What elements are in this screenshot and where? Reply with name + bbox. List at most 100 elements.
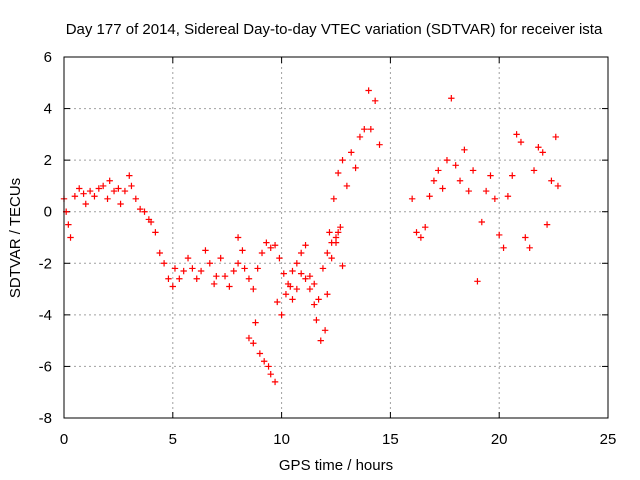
data-point-s3-8 xyxy=(280,270,287,277)
data-point-s5-5 xyxy=(430,177,438,184)
data-point-s5-6 xyxy=(435,167,442,174)
data-point-s1-7 xyxy=(82,200,89,208)
data-point-s3-15 xyxy=(311,280,318,288)
x-tick-label-3: 15 xyxy=(382,431,399,448)
data-point-s1-10 xyxy=(95,185,103,192)
data-point-s1-13 xyxy=(106,177,113,184)
data-point-s2-11 xyxy=(274,298,281,306)
data-point-s5-11 xyxy=(456,177,464,184)
data-point-s1-5 xyxy=(76,185,83,192)
data-point-s1-11 xyxy=(99,182,107,190)
y-tick-label-6: 4 xyxy=(44,101,52,118)
data-point-s3-5 xyxy=(267,244,274,252)
data-point-s2-25 xyxy=(328,254,335,262)
data-point-s1-42 xyxy=(221,272,229,280)
data-point-s1-33 xyxy=(184,254,192,262)
data-point-s1-31 xyxy=(176,275,183,282)
data-point-s3-13 xyxy=(302,242,309,249)
plot-frame xyxy=(63,56,609,419)
data-point-s3-3 xyxy=(258,249,266,257)
data-point-s2-17 xyxy=(297,270,305,277)
data-point-s5-4 xyxy=(426,193,433,200)
data-point-s1-18 xyxy=(126,172,133,179)
data-point-s2-22 xyxy=(317,337,324,344)
data-point-s5-16 xyxy=(478,218,485,226)
data-point-s5-18 xyxy=(487,172,494,179)
data-point-s1-20 xyxy=(132,195,140,203)
data-point-s1-3 xyxy=(67,234,74,241)
y-axis-title: SDTVAR / TECUs xyxy=(7,178,24,298)
data-point-s2-20 xyxy=(311,301,318,308)
data-point-s1-35 xyxy=(193,275,200,282)
data-point-s2-0 xyxy=(234,234,242,241)
data-point-s2-15 xyxy=(289,296,296,303)
data-point-s1-17 xyxy=(121,187,129,195)
data-point-s2-21 xyxy=(313,316,320,324)
data-point-s5-17 xyxy=(482,187,490,195)
data-point-s5-2 xyxy=(417,234,425,241)
data-point-s3-7 xyxy=(276,254,283,262)
data-point-s5-30 xyxy=(539,149,546,156)
data-point-s1-37 xyxy=(202,247,209,254)
x-tick-label-0: 0 xyxy=(60,431,68,448)
data-point-s2-13 xyxy=(282,291,290,298)
data-point-s5-28 xyxy=(530,167,538,174)
data-point-s4-6 xyxy=(352,164,359,172)
data-point-s2-5 xyxy=(252,319,259,326)
x-axis-title: GPS time / hours xyxy=(279,457,393,474)
data-point-s2-9 xyxy=(267,370,274,378)
data-point-s5-32 xyxy=(548,177,555,184)
data-point-s1-22 xyxy=(141,208,148,215)
x-tick-label-5: 25 xyxy=(600,431,617,448)
data-point-s3-1 xyxy=(250,285,257,293)
data-point-s1-43 xyxy=(226,283,233,290)
data-point-s2-19 xyxy=(306,285,314,293)
data-point-s3-17 xyxy=(319,265,327,272)
data-point-s3-21 xyxy=(337,223,344,231)
data-point-s2-7 xyxy=(260,358,268,365)
data-point-s4-12 xyxy=(376,141,383,148)
data-point-s1-34 xyxy=(189,265,196,272)
data-point-s5-15 xyxy=(474,278,481,285)
data-point-s2-27 xyxy=(334,229,342,236)
data-point-s3-9 xyxy=(284,280,292,288)
data-point-s5-33 xyxy=(552,133,559,141)
data-point-s3-18 xyxy=(324,249,331,257)
data-point-s4-3 xyxy=(339,156,346,164)
data-point-s3-16 xyxy=(315,296,322,303)
data-point-s1-40 xyxy=(213,272,220,280)
data-point-s5-21 xyxy=(500,244,507,252)
data-point-s5-20 xyxy=(496,231,503,239)
data-point-s4-8 xyxy=(361,126,368,133)
data-point-s3-11 xyxy=(293,260,301,267)
x-tick-label-4: 20 xyxy=(491,431,508,448)
data-point-s4-4 xyxy=(343,182,351,190)
data-point-s4-5 xyxy=(348,149,355,156)
data-point-s1-19 xyxy=(128,182,135,190)
data-point-s1-8 xyxy=(86,187,94,195)
data-point-s1-2 xyxy=(65,221,72,228)
data-point-s4-2 xyxy=(334,169,342,177)
data-point-s2-2 xyxy=(241,265,248,272)
data-point-s2-12 xyxy=(278,311,285,319)
y-tick-label-0: -8 xyxy=(39,410,52,427)
data-point-s4-10 xyxy=(367,126,375,133)
data-point-s1-27 xyxy=(160,260,168,267)
data-point-s5-10 xyxy=(452,162,459,169)
data-point-s1-12 xyxy=(104,195,111,203)
data-point-s1-15 xyxy=(115,185,122,192)
data-point-s5-13 xyxy=(465,187,472,195)
data-point-s1-38 xyxy=(206,260,213,267)
data-point-s4-1 xyxy=(330,195,338,203)
data-point-s1-30 xyxy=(171,265,179,272)
data-point-s5-0 xyxy=(408,195,416,203)
y-tick-label-4: 0 xyxy=(44,204,52,221)
data-point-s1-4 xyxy=(71,193,79,200)
data-point-s5-22 xyxy=(504,193,512,200)
data-point-s4-0 xyxy=(326,229,333,236)
data-point-s5-31 xyxy=(543,221,551,228)
data-point-s3-10 xyxy=(289,267,296,275)
y-tick-label-1: -6 xyxy=(39,358,52,375)
data-point-s5-9 xyxy=(448,95,455,102)
